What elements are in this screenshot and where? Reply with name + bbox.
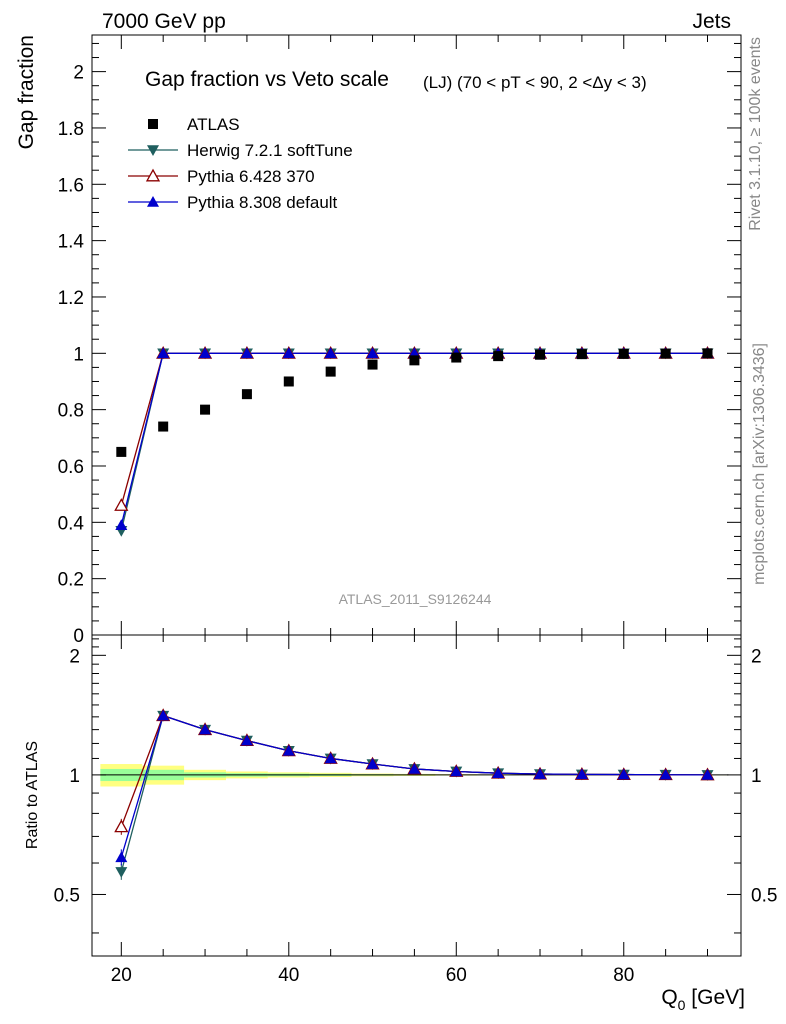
main-title: Gap fraction vs Veto scale [145,68,389,91]
ratio-y-tick-label: 2 [69,646,80,667]
legend-entry-1: Herwig 7.2.1 softTune [187,141,353,160]
ratio-point-2-13 [659,768,672,780]
main-plot-panel: 0 0.2 0.4 0.6 0.8 1 1.2 1.4 1.6 1.8 2 Gap fraction… [15,34,742,647]
ratio-point-2-0 [115,851,128,863]
ratio-line-2 [120,714,708,858]
ratio-point-2-11 [575,768,588,780]
ratio-point-1-0 [114,819,129,833]
main-point-3-1 [157,347,170,359]
ratio-point-2-14 [701,768,714,780]
ratio-series-markers [114,708,715,878]
legend: ATLAS Herwig 7.2.1 softTune Pythia 6.428 3… [128,115,353,212]
ratio-point-2-7 [408,762,421,774]
main-y-axis-label: Gap fraction [15,35,38,149]
main-point-0-0 [116,446,127,457]
x-tick-label: 80 [613,965,634,986]
main-y-tick-label: 1.8 [58,119,84,140]
ratio-y-tick-label-right: 2 [751,646,762,667]
ratio-point-2-1 [157,709,170,721]
main-y-tick-label: 1.2 [58,288,84,309]
main-y-tick-label: 0.2 [58,570,84,591]
main-y-tick-label: 0.4 [58,513,85,534]
main-point-3-2 [199,347,212,359]
main-point-2-0 [114,498,129,511]
main-point-3-3 [240,347,253,359]
main-point-0-8 [451,352,462,363]
main-line-2 [120,352,708,506]
ratio-y-axis-label: Ratio to ATLAS [24,741,41,849]
main-y-tick-label: 0 [73,626,84,647]
x-tick-label: 60 [446,965,467,986]
main-point-0-6 [367,359,378,370]
x-tick-label: 20 [111,965,132,986]
main-point-3-5 [324,347,337,359]
main-point-0-4 [283,376,294,387]
main-point-3-0 [115,519,128,530]
ratio-point-2-12 [617,768,630,780]
main-line-1 [120,352,708,531]
main-point-0-14 [702,348,713,359]
watermark-analysis-id: ATLAS_2011_S9126244 [339,591,492,607]
ratio-point-0-0 [115,867,128,878]
legend-marker-0 [148,119,158,129]
x-tick-label: 40 [278,965,299,986]
main-point-0-3 [241,389,252,400]
main-y-tick-label: 0.6 [58,457,84,478]
mcplots-label: mcplots.cern.ch [arXiv:1306.3436] [751,343,768,585]
main-point-0-11 [576,349,587,360]
main-y-tick-label: 1.6 [58,175,84,196]
x-axis-label-unit: [GeV] [685,986,745,1009]
ratio-point-2-9 [492,767,505,778]
main-y-tick-label: 0.8 [58,401,84,422]
ratio-point-2-5 [324,752,337,764]
main-title-suffix: (LJ) (70 < pT < 90, 2 <Δy < 3) [423,73,647,92]
main-series-markers [114,345,715,537]
ratio-y-tick-label-right: 0.5 [751,885,777,906]
x-axis-label-symbol: Q [661,986,677,1009]
ratio-plot-panel: 0.5 0.5 1 1 2 2 20 40 60 80 Ratio to ATLAS Q0 [Ge… [24,634,777,1013]
rivet-label: Rivet 3.1.10, ≥ 100k events [747,37,764,231]
main-point-0-13 [660,348,671,359]
ratio-point-2-10 [534,768,547,779]
ratio-point-2-8 [450,765,463,777]
main-point-0-10 [535,349,546,360]
ratio-point-2-6 [366,758,379,769]
header-right-label: Jets [692,10,731,33]
legend-marker-3 [147,196,159,207]
ratio-y-tick-label: 1 [69,766,80,787]
main-point-0-2 [200,404,211,415]
main-y-tick-label: 1.4 [58,232,85,253]
legend-marker-1 [147,145,159,156]
main-series-lines [120,352,708,531]
main-point-0-9 [493,351,504,362]
legend-entry-2: Pythia 6.428 370 [187,167,315,186]
ratio-point-2-3 [240,734,253,746]
main-line-3 [120,352,708,526]
main-y-tick-label: 2 [73,63,84,84]
legend-entry-0: ATLAS [187,115,240,134]
ratio-point-2-4 [282,744,295,756]
legend-marker-2 [145,168,161,182]
main-point-0-5 [325,366,336,377]
ratio-series-lines [120,714,708,880]
header-left-label: 7000 GeV pp [102,10,226,33]
main-point-3-6 [366,347,379,359]
main-y-tick-label: 1 [73,344,84,365]
main-point-0-7 [409,355,420,366]
ratio-y-tick-label-right: 1 [751,766,762,787]
main-point-0-1 [158,421,169,432]
legend-entry-3: Pythia 8.308 default [187,193,338,212]
main-point-0-12 [618,348,629,359]
x-axis-label-subscript: 0 [678,997,686,1013]
main-point-3-4 [282,347,295,359]
ratio-point-2-2 [199,723,212,735]
main-y-ticks: 0 0.2 0.4 0.6 0.8 1 1.2 1.4 1.6 1.8 2 [58,35,741,647]
x-axis-label: Q0 [GeV] [661,986,745,1013]
ratio-axis-ticks: 0.5 0.5 1 1 2 2 20 40 60 80 [54,635,777,986]
ratio-line-0 [120,714,708,873]
ratio-plot-frame [91,634,742,957]
ratio-y-tick-label: 0.5 [54,885,80,906]
